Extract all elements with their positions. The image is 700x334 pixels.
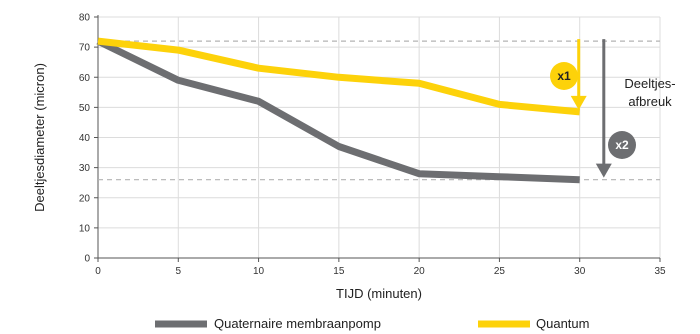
y-tick-label-80: 80	[79, 13, 91, 24]
x-axis-label: TIJD (minuten)	[336, 286, 422, 301]
legend-label-quantum: Quantum	[536, 316, 589, 331]
x2-arrow-head	[596, 164, 612, 178]
x-tick-label-10: 10	[253, 266, 265, 277]
y-tick-label-50: 50	[79, 103, 91, 114]
y-tick-label-40: 40	[79, 133, 91, 144]
legend-label-quaternaire: Quaternaire membraanpomp	[214, 316, 381, 331]
x-tick-label-15: 15	[333, 266, 345, 277]
badge-x1-label: x1	[557, 69, 571, 83]
x-tick-label-30: 30	[574, 266, 586, 277]
y-tick-label-70: 70	[79, 43, 91, 54]
y-axis-label: Deeltjesdiameter (micron)	[32, 63, 47, 212]
x-tick-label-25: 25	[494, 266, 506, 277]
y-tick-label-20: 20	[79, 193, 91, 204]
y-tick-label-0: 0	[84, 254, 90, 265]
x-tick-label-0: 0	[95, 266, 101, 277]
x-tick-label-35: 35	[654, 266, 666, 277]
x-tick-label-5: 5	[176, 266, 182, 277]
breakdown-label-line1: Deeltjes-	[624, 76, 675, 91]
legend: Quaternaire membraanpomp Quantum	[155, 316, 589, 331]
badge-x2-label: x2	[615, 138, 629, 152]
x-tick-label-20: 20	[414, 266, 426, 277]
y-tick-label-10: 10	[79, 223, 91, 234]
breakdown-label-line2: afbreuk	[628, 94, 672, 109]
y-tick-label-60: 60	[79, 73, 91, 84]
y-tick-label-30: 30	[79, 163, 91, 174]
